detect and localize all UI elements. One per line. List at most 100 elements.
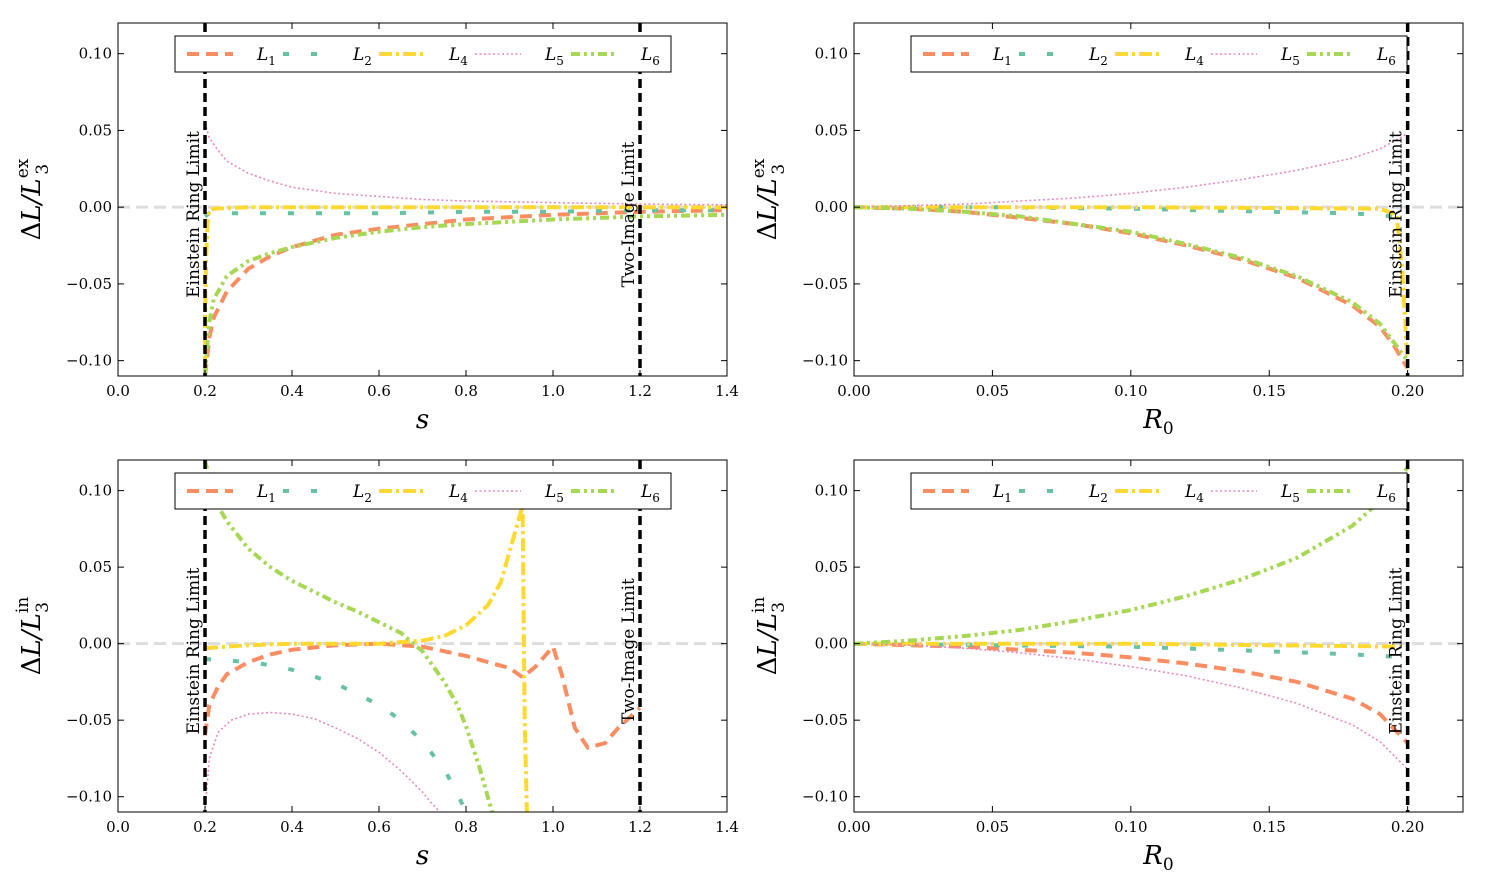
x-tick-label: 0.8 [454,382,478,400]
legend-label-L1: L1 [992,482,1012,505]
y-tick-label: 0.10 [815,45,848,63]
limit-label: Einstein Ring Limit [184,567,204,734]
series-line-L2 [204,657,468,812]
plot-area [854,132,1410,370]
series-line-L1 [854,641,1410,745]
x-axis-label: s [416,405,429,435]
legend-label-L4: L4 [448,45,468,68]
y-tick-label: 0.00 [79,635,112,653]
x-tick-label: 1.2 [628,382,652,400]
legend-box [174,35,672,73]
legend: L1 L2 L4 L5 L6 [174,35,672,73]
y-tick-label: −0.10 [66,352,112,370]
series-line-L1 [203,641,642,750]
plot-area [203,460,642,812]
series-line-L6 [854,205,1410,362]
y-axis-label: ΔL/Lin3 [13,597,53,676]
legend: L1 L2 L4 L5 L6 [174,472,672,510]
y-tick-label: −0.05 [802,711,848,729]
legend-label-L5: L5 [1280,482,1300,505]
series-line-L2 [203,208,727,219]
y-tick-label: −0.05 [802,275,848,293]
legend-box [174,472,672,510]
x-tick-label: 1.0 [541,382,565,400]
y-axis-label: ΔL/Lex3 [13,158,53,240]
series-line-L4 [203,205,727,376]
x-tick-label: 0.2 [193,818,217,836]
x-tick-label: 0.6 [367,818,391,836]
legend-label-L2: L2 [352,482,372,505]
panel-top-right: Einstein Ring Limit 0.00 0.05 0.10 0.15 0.20 −… [749,22,1464,439]
plot-area [203,122,727,376]
series-line-L4 [854,205,1410,369]
x-tick-label: 0.10 [1114,818,1147,836]
limit-label: Two-Image Limit [619,141,639,287]
panel-top-left: Einstein Ring Limit Two-Image Limit 0.0 0.2… [13,22,739,435]
legend-label-L6: L6 [640,45,660,68]
series-line-L5 [204,122,727,206]
panel-bottom-right: Einstein Ring Limit 0.00 0.05 0.10 0.15 0.20 −… [749,459,1464,875]
y-tick-label: 0.05 [79,558,112,576]
series-line-L6 [203,212,727,376]
legend-label-L5: L5 [544,482,564,505]
legend: L1 L2 L4 L5 L6 [910,35,1408,73]
x-tick-label: 0.15 [1253,382,1286,400]
x-tick-label: 0.05 [976,818,1009,836]
y-tick-label: 0.00 [815,198,848,216]
y-tick-label: −0.05 [66,275,112,293]
legend-label-L6: L6 [1376,45,1396,68]
x-axis-label: R0 [1142,841,1173,875]
axes-frame [853,22,1464,377]
x-tick-label: 0.00 [837,382,870,400]
y-axis-label: ΔL/Lin3 [749,597,789,676]
x-tick-label: 0.8 [454,818,478,836]
y-tick-label: 0.00 [815,635,848,653]
y-tick-label: 0.10 [79,482,112,500]
x-tick-label: 0.10 [1114,382,1147,400]
legend-label-L2: L2 [352,45,372,68]
legend-label-L1: L1 [992,45,1012,68]
x-tick-label: 0.20 [1391,818,1424,836]
series-line-L5 [204,711,441,812]
legend-label-L4: L4 [1184,45,1204,68]
series-line-L6 [203,460,495,812]
y-tick-label: 0.10 [815,482,848,500]
y-tick-label: 0.10 [79,45,112,63]
panel-bottom-left: Einstein Ring Limit Two-Image Limit 0.0 0.2… [13,459,739,871]
x-tick-label: 0.4 [280,818,304,836]
y-tick-label: 0.00 [79,198,112,216]
x-tick-label: 0.6 [367,382,391,400]
legend: L1 L2 L4 L5 L6 [910,472,1408,510]
y-tick-label: −0.10 [802,352,848,370]
legend-label-L4: L4 [448,482,468,505]
x-tick-label: 1.2 [628,818,652,836]
plot-area [854,466,1410,770]
x-tick-label: 0.05 [976,382,1009,400]
series-line-L5 [854,132,1408,208]
legend-label-L1: L1 [256,45,276,68]
series-line-L4 [204,503,529,812]
legend-label-L4: L4 [1184,482,1204,505]
x-tick-label: 0.20 [1391,382,1424,400]
y-tick-label: 0.05 [79,121,112,139]
y-tick-label: −0.10 [66,788,112,806]
x-tick-label: 1.0 [541,818,565,836]
x-tick-label: 1.4 [715,818,739,836]
axes-frame [117,22,728,377]
x-tick-label: 0.00 [837,818,870,836]
x-tick-label: 1.4 [715,382,739,400]
axes-frame [117,459,728,813]
x-axis-label: R0 [1142,405,1173,439]
limit-label: Einstein Ring Limit [1387,131,1407,298]
axes-frame [853,459,1464,813]
x-tick-label: 0.0 [106,382,130,400]
legend-label-L2: L2 [1088,45,1108,68]
legend-label-L6: L6 [640,482,660,505]
legend-label-L2: L2 [1088,482,1108,505]
x-axis-label: s [416,841,429,871]
y-axis-label: ΔL/Lex3 [749,158,789,240]
y-tick-label: 0.05 [815,558,848,576]
x-tick-label: 0.0 [106,818,130,836]
series-line-L6 [854,466,1410,646]
